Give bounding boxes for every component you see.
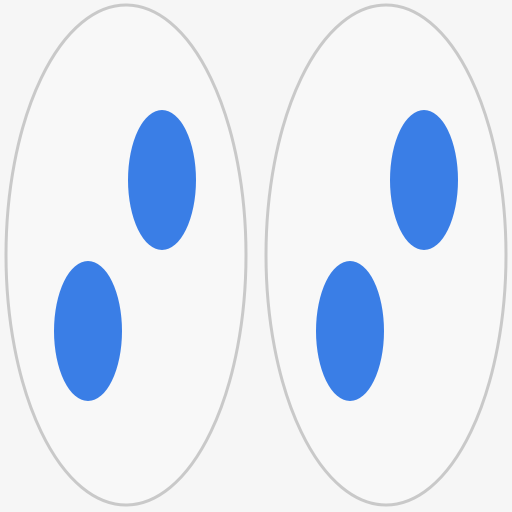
left-oval: [4, 3, 248, 507]
left-oval-group: [4, 3, 248, 507]
right-upper-dot: [390, 110, 458, 250]
right-oval: [264, 3, 508, 507]
right-oval-group: [264, 3, 508, 507]
left-lower-dot: [54, 261, 122, 401]
left-upper-dot: [128, 110, 196, 250]
right-lower-dot: [316, 261, 384, 401]
